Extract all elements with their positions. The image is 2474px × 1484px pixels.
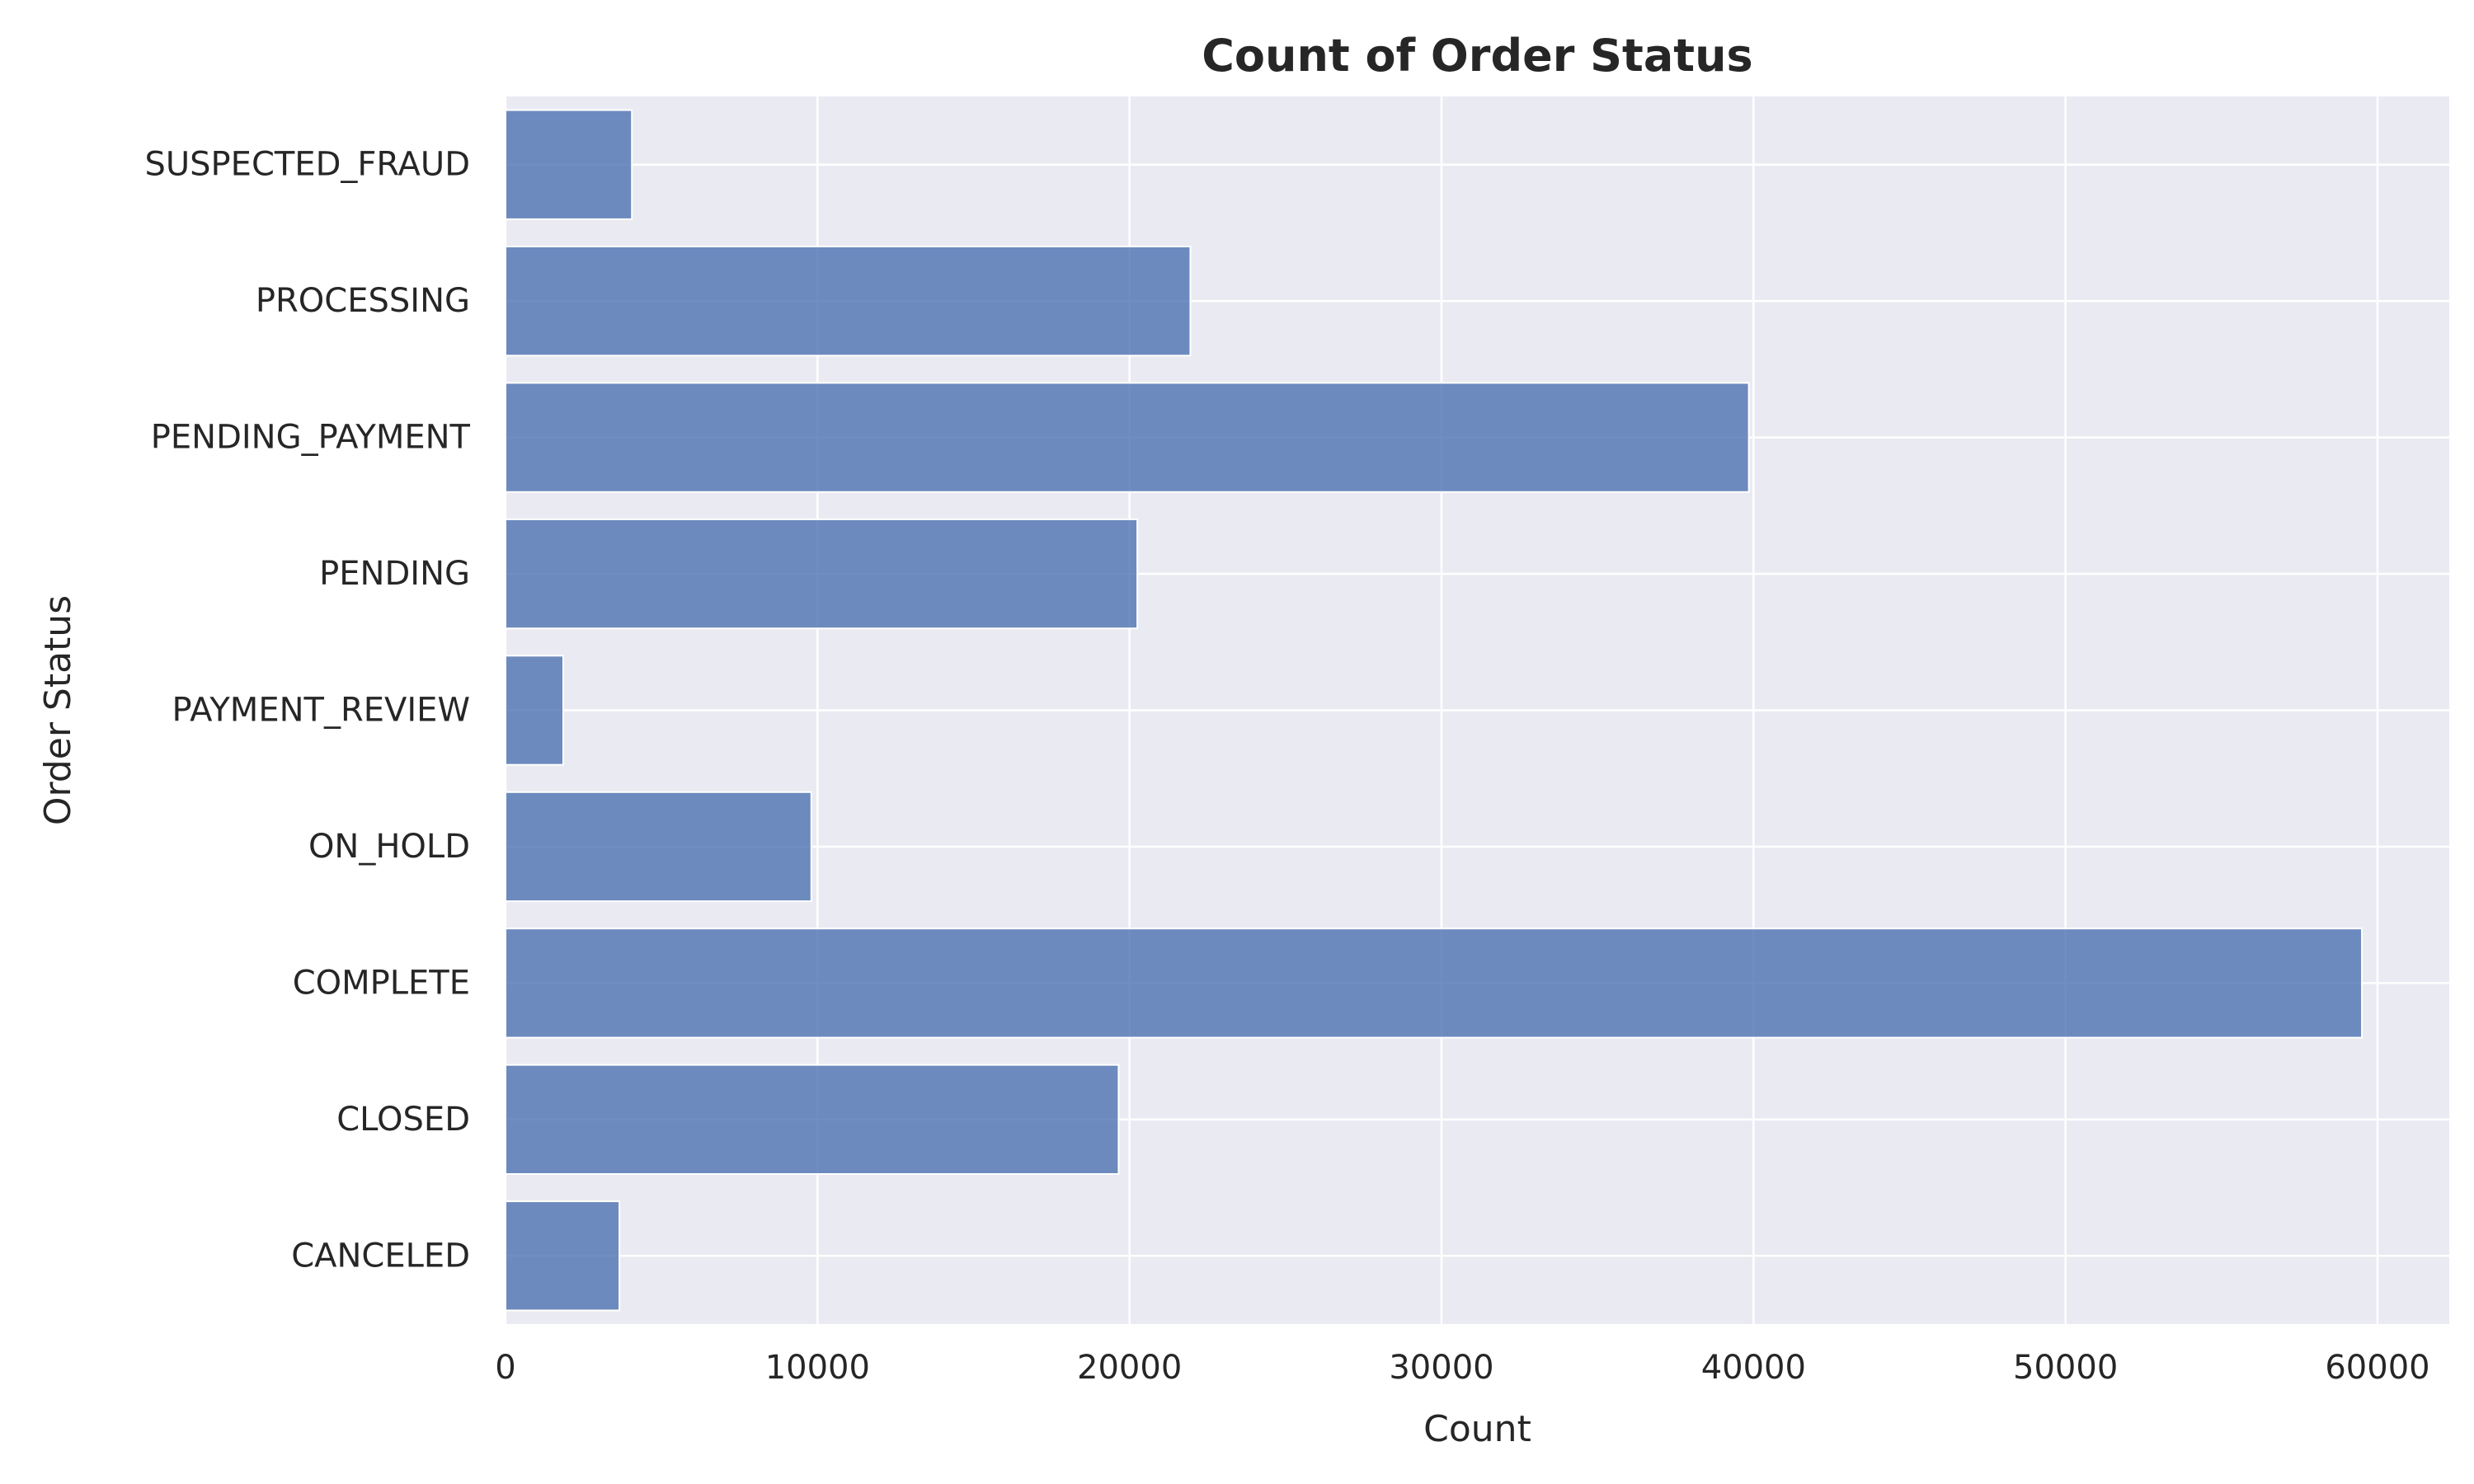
bar-on-hold	[505, 791, 812, 903]
x-tick-labels: 0 10000 20000 30000 40000 50000 60000	[495, 1349, 2429, 1387]
y-tick-label: PAYMENT_REVIEW	[172, 692, 470, 730]
bar-payment-review	[505, 655, 564, 766]
chart-title: Count of Order Status	[1202, 30, 1752, 82]
y-tick-label: PROCESSING	[256, 282, 470, 320]
bar-pending	[505, 518, 1139, 630]
x-tick-label: 30000	[1389, 1349, 1493, 1387]
bar-pending-payment	[505, 382, 1750, 493]
x-tick-label: 50000	[2013, 1349, 2118, 1387]
y-tick-label: CANCELED	[291, 1237, 470, 1275]
y-axis-label: Order Status	[37, 595, 79, 825]
y-tick-label: PENDING_PAYMENT	[151, 419, 471, 457]
bar-suspected-fraud	[505, 109, 633, 220]
x-tick-label: 40000	[1701, 1349, 1806, 1387]
x-tick-label: 10000	[765, 1349, 870, 1387]
x-tick-label: 0	[495, 1349, 515, 1387]
y-tick-labels: CANCELED CLOSED COMPLETE ON_HOLD PAYMENT_REV…	[144, 146, 470, 1275]
bar-canceled	[505, 1200, 621, 1312]
bar-complete	[505, 928, 2363, 1039]
bar-closed	[505, 1064, 1120, 1176]
y-tick-label: ON_HOLD	[308, 828, 470, 866]
y-tick-label: COMPLETE	[293, 964, 470, 1002]
bars	[505, 109, 2363, 1312]
bar-processing	[505, 245, 1192, 357]
x-tick-label: 20000	[1077, 1349, 1182, 1387]
y-tick-label: CLOSED	[336, 1101, 470, 1139]
x-axis-label: Count	[1423, 1408, 1531, 1450]
x-tick-label: 60000	[2325, 1349, 2429, 1387]
y-tick-label: PENDING	[319, 555, 470, 593]
y-tick-label: SUSPECTED_FRAUD	[144, 146, 470, 184]
